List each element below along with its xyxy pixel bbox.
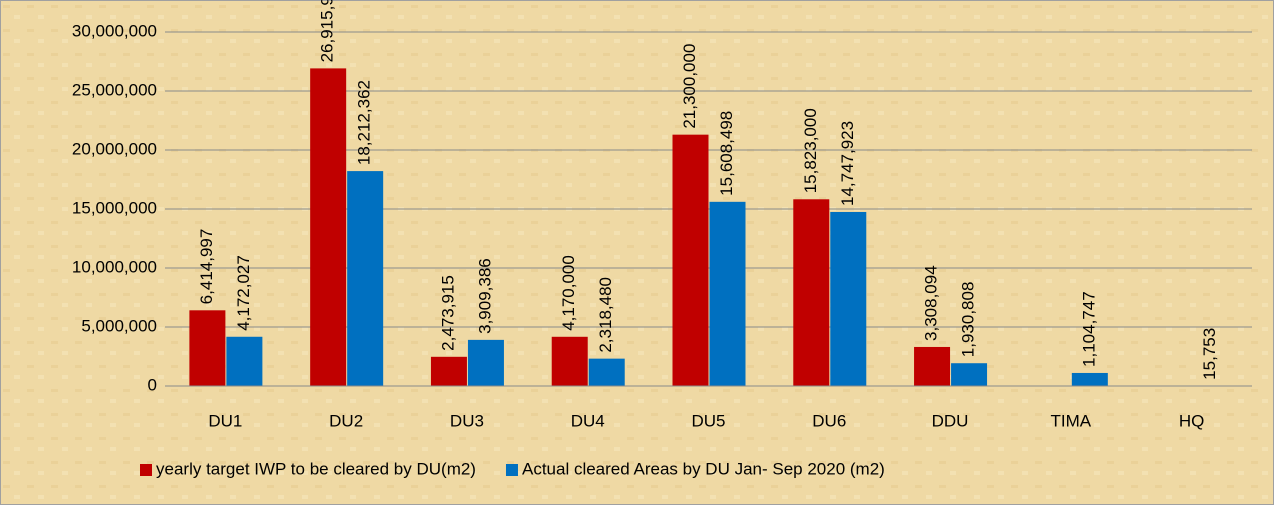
legend-swatch <box>505 464 518 476</box>
value-label: 21,300,000 <box>680 44 699 129</box>
bar <box>588 358 625 386</box>
value-label: 14,747,923 <box>838 121 857 206</box>
x-tick-label: DU3 <box>450 411 484 430</box>
bar <box>551 336 588 386</box>
value-label: 18,212,362 <box>355 80 374 165</box>
legend-swatch <box>140 464 152 476</box>
x-tick-label: DU1 <box>208 411 242 430</box>
value-label: 2,318,480 <box>596 277 615 353</box>
value-label: 6,414,997 <box>197 229 216 305</box>
value-label: 4,172,027 <box>234 255 253 331</box>
bar <box>709 201 746 386</box>
value-label: 4,170,000 <box>559 255 578 331</box>
x-tick-label: DU5 <box>691 411 725 430</box>
value-label: 1,930,808 <box>959 282 978 358</box>
legend-label: Actual cleared Areas by DU Jan- Sep 2020… <box>522 459 885 478</box>
x-tick-label: DDU <box>932 411 969 430</box>
legend-label: yearly target IWP to be cleared by DU(m2… <box>156 459 476 478</box>
value-label: 3,909,386 <box>475 258 494 334</box>
x-tick-label: DU4 <box>571 411 605 430</box>
bar <box>672 134 709 386</box>
bar <box>1071 372 1108 386</box>
value-label: 1,104,747 <box>1079 291 1098 367</box>
y-tick-label: 20,000,000 <box>72 139 157 158</box>
bar <box>914 346 951 386</box>
y-tick-label: 0 <box>148 375 157 394</box>
bar <box>189 310 226 386</box>
value-label: 3,308,094 <box>922 265 941 341</box>
bar <box>347 171 384 386</box>
value-label: 15,753 <box>1200 328 1219 380</box>
y-tick-label: 5,000,000 <box>81 316 157 335</box>
bar <box>430 356 467 386</box>
y-tick-label: 30,000,000 <box>72 21 157 40</box>
x-tick-label: DU2 <box>329 411 363 430</box>
bar <box>951 363 988 386</box>
bar <box>467 339 504 386</box>
bar <box>310 68 347 386</box>
bar <box>226 336 263 386</box>
value-label: 15,608,498 <box>717 111 736 196</box>
value-label: 15,823,000 <box>801 108 820 193</box>
bar <box>830 211 867 386</box>
x-tick-label: HQ <box>1179 411 1205 430</box>
x-tick-label: TIMA <box>1051 411 1092 430</box>
x-tick-label: DU6 <box>812 411 846 430</box>
bar <box>793 199 830 386</box>
value-label: 26,915,943 <box>318 0 337 62</box>
value-label: 2,473,915 <box>438 275 457 351</box>
y-tick-label: 25,000,000 <box>72 80 157 99</box>
y-tick-label: 10,000,000 <box>72 257 157 276</box>
y-tick-label: 15,000,000 <box>72 198 157 217</box>
